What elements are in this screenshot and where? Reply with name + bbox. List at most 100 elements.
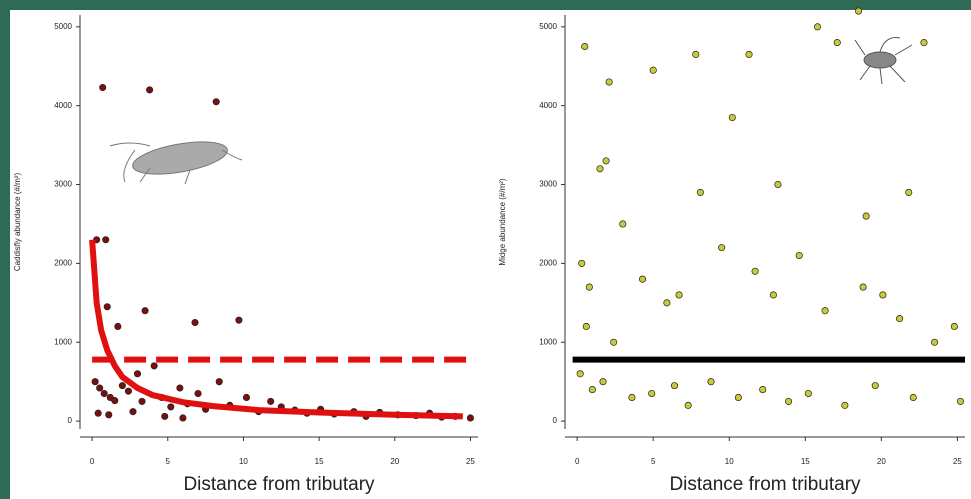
point: [150, 362, 158, 370]
x-tick-label: 25: [466, 457, 475, 466]
x-tick-label: 5: [651, 457, 656, 466]
point: [950, 322, 958, 331]
point: [133, 370, 142, 378]
point: [235, 316, 243, 324]
point: [871, 382, 879, 390]
point: [692, 50, 700, 58]
caddisfly-drawing: [109, 141, 243, 185]
point: [94, 409, 102, 417]
point: [91, 378, 99, 386]
midge-drawing: [854, 37, 913, 85]
y-tick-label: 1000: [539, 337, 557, 346]
x-tick-label: 10: [725, 457, 734, 466]
point: [774, 180, 782, 189]
point: [751, 267, 759, 275]
point: [602, 157, 610, 165]
point: [734, 393, 742, 402]
y-tick-label: 0: [553, 416, 558, 425]
point: [833, 39, 841, 47]
point: [191, 318, 199, 327]
point: [821, 307, 829, 315]
point: [100, 389, 108, 398]
y-tick-label: 2000: [539, 259, 557, 268]
point: [896, 315, 904, 323]
y-tick-label: 5000: [54, 22, 72, 31]
point: [138, 397, 146, 405]
x-tick-label: 20: [390, 457, 399, 466]
point: [581, 42, 589, 51]
point: [118, 382, 126, 390]
x-tick-label: 0: [90, 457, 95, 466]
point: [920, 39, 928, 47]
point: [728, 113, 736, 122]
point: [96, 384, 104, 392]
point: [146, 86, 154, 94]
point: [605, 78, 613, 86]
point: [576, 370, 584, 378]
y-tick-label: 3000: [54, 180, 72, 189]
y-tick-label: 0: [68, 416, 73, 425]
point: [684, 401, 692, 409]
point: [648, 389, 656, 398]
x-tick-label: 0: [575, 457, 580, 466]
y-axis-title: Midge abundance (#/m²): [498, 178, 507, 265]
point: [854, 7, 863, 15]
point: [111, 397, 119, 405]
point: [619, 220, 627, 228]
point: [663, 299, 671, 307]
point: [956, 397, 964, 405]
point: [596, 165, 604, 173]
point: [718, 244, 726, 252]
point: [103, 303, 111, 311]
point: [585, 283, 593, 291]
point: [795, 251, 803, 260]
panel: [10, 10, 971, 499]
point: [759, 386, 767, 394]
point: [215, 378, 223, 386]
point: [909, 393, 917, 402]
point: [141, 307, 149, 315]
x-tick-label: 25: [953, 457, 962, 466]
point: [599, 378, 607, 386]
x-tick-label: 20: [877, 457, 886, 466]
point: [582, 322, 590, 331]
point: [670, 382, 679, 390]
y-tick-label: 3000: [539, 180, 557, 189]
point: [114, 322, 122, 331]
point: [588, 386, 596, 394]
y-tick-label: 4000: [539, 101, 557, 110]
x-tick-label: 10: [239, 457, 248, 466]
point: [161, 412, 169, 420]
x-tick-label: 5: [166, 457, 171, 466]
point: [675, 291, 683, 299]
point: [99, 83, 107, 92]
point: [905, 188, 913, 196]
point: [105, 411, 113, 419]
point: [649, 66, 657, 74]
point: [176, 384, 184, 392]
point: [769, 291, 777, 299]
point: [931, 338, 939, 346]
point: [639, 275, 647, 283]
point: [813, 23, 822, 31]
point: [745, 50, 753, 58]
point: [804, 389, 812, 398]
point: [267, 397, 275, 405]
point: [610, 338, 618, 346]
point: [179, 414, 187, 422]
point: [707, 378, 715, 386]
x-tick-label: 15: [315, 457, 324, 466]
point: [841, 401, 849, 409]
point: [124, 387, 132, 395]
point: [129, 408, 137, 416]
point: [628, 393, 636, 402]
point: [466, 414, 474, 422]
point: [862, 212, 870, 220]
x-axis-title: Distance from tributary: [183, 474, 375, 495]
point: [859, 283, 867, 291]
point: [578, 259, 586, 267]
y-axis-title: Caddisfly abundance (#/m²): [13, 173, 22, 272]
point: [167, 403, 175, 411]
